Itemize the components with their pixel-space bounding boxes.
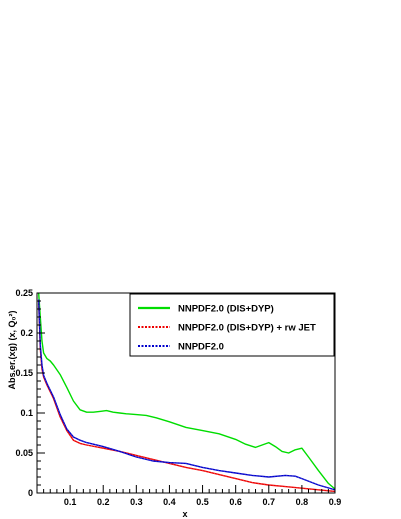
x-tick-label: 0.9	[329, 497, 342, 507]
legend-label-1: NNPDF2.0 (DIS+DYP) + rw JET	[178, 323, 316, 334]
y-tick-label: 0.15	[15, 368, 33, 378]
series-line-2	[37, 299, 335, 491]
y-tick-label: 0.25	[15, 288, 33, 298]
axes: 0.1 0.2 0.3 0.4 0.5 0.6 0.7 0.8 0.9 0 0.05 0.1 0.15 0…	[7, 288, 341, 519]
y-tick-label: 0	[28, 488, 33, 498]
series-line-0	[37, 293, 335, 490]
y-tick-label: 0.1	[20, 408, 33, 418]
legend-label-2: NNPDF2.0	[178, 342, 224, 353]
series-line-1	[37, 300, 335, 493]
x-axis-title: x	[182, 509, 187, 519]
plot-area	[36, 292, 336, 494]
y-tick-label: 0.2	[20, 328, 33, 338]
x-tick-label: 0.1	[64, 497, 77, 507]
plot-frame	[36, 292, 336, 494]
x-tick-label: 0.3	[130, 497, 143, 507]
x-tick-label: 0.2	[97, 497, 110, 507]
y-axis-title: Abs.er.(xg) (x, Q₀²)	[7, 310, 17, 389]
x-tick-label: 0.8	[296, 497, 309, 507]
y-tick-label: 0.05	[15, 448, 33, 458]
series-line-dots-1	[38, 300, 335, 492]
x-tick-label: 0.7	[263, 497, 276, 507]
x-tick-label: 0.4	[163, 497, 176, 507]
legend-label-0: NNPDF2.0 (DIS+DYP)	[178, 304, 274, 315]
legend: NNPDF2.0 (DIS+DYP) NNPDF2.0 (DIS+DYP) + r…	[129, 293, 335, 357]
series-group	[37, 293, 335, 493]
x-tick-label: 0.6	[229, 497, 242, 507]
x-tick-label: 0.5	[196, 497, 209, 507]
